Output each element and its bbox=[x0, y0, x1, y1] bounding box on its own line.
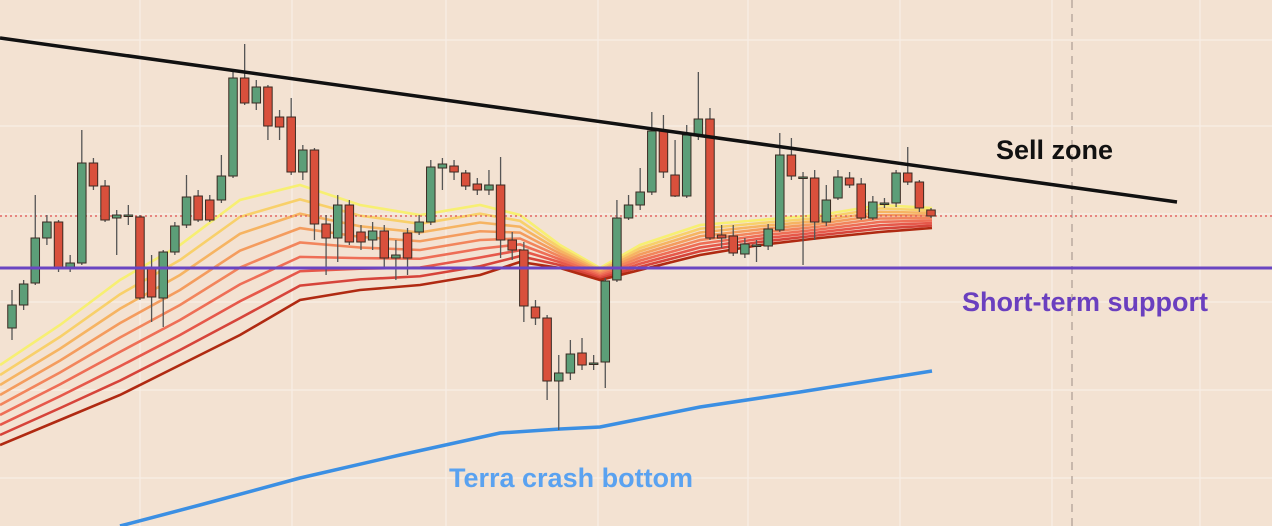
candle-body bbox=[902, 172, 913, 183]
candle-body bbox=[332, 204, 343, 239]
candle-body bbox=[414, 221, 424, 233]
candle-body bbox=[856, 183, 866, 219]
candle-body bbox=[135, 216, 145, 299]
candle-body bbox=[30, 237, 41, 284]
candle-body bbox=[344, 204, 355, 243]
moving-average bbox=[119, 369, 933, 526]
candle-body bbox=[577, 352, 587, 366]
candle-body bbox=[507, 239, 517, 251]
candle-body bbox=[751, 244, 762, 247]
candle-body bbox=[588, 362, 599, 365]
candle-body bbox=[123, 214, 134, 217]
candle-body bbox=[716, 234, 727, 239]
candle-body bbox=[181, 196, 192, 226]
candle-body bbox=[356, 231, 366, 243]
candle-body bbox=[600, 280, 611, 363]
candle-body bbox=[426, 166, 436, 223]
candle-body bbox=[205, 199, 215, 221]
candle-body bbox=[77, 162, 87, 264]
sell-zone-label: Sell zone bbox=[996, 135, 1113, 165]
candle-body bbox=[391, 254, 401, 259]
candle-body bbox=[402, 232, 413, 259]
candle-body bbox=[775, 154, 785, 231]
candle-body bbox=[565, 353, 576, 374]
candle-body bbox=[100, 185, 110, 221]
candle-body bbox=[530, 306, 541, 319]
candle-body bbox=[821, 199, 832, 223]
candle-body bbox=[553, 372, 564, 382]
candle-body bbox=[239, 77, 250, 104]
candle-body bbox=[786, 154, 797, 177]
candle-body bbox=[7, 304, 17, 329]
candle-body bbox=[321, 223, 331, 239]
candle-body bbox=[844, 177, 855, 186]
candle-body bbox=[926, 209, 936, 217]
candle-body bbox=[879, 202, 890, 205]
candle-body bbox=[891, 172, 901, 204]
candle-body bbox=[693, 118, 704, 136]
candle-body bbox=[868, 201, 878, 219]
candle-body bbox=[146, 267, 157, 298]
candle-body bbox=[495, 184, 506, 241]
candle-body bbox=[670, 174, 680, 197]
candle-body bbox=[612, 217, 622, 281]
candle-body bbox=[484, 184, 494, 191]
bottom-label: Terra crash bottom bbox=[449, 463, 693, 493]
candle-body bbox=[309, 149, 320, 225]
candle-body bbox=[379, 230, 390, 259]
candle-body bbox=[460, 172, 471, 187]
candle-body bbox=[286, 116, 296, 173]
candle-body bbox=[367, 230, 378, 241]
candle-body bbox=[88, 162, 99, 187]
candle-body bbox=[18, 283, 29, 306]
candle-body bbox=[681, 134, 692, 197]
candle-body bbox=[437, 163, 448, 169]
candle-body bbox=[111, 214, 122, 219]
candle-body bbox=[170, 225, 180, 253]
candle-body bbox=[193, 195, 203, 221]
candle-body bbox=[658, 130, 669, 173]
candle-body bbox=[274, 116, 285, 128]
candle-body bbox=[449, 165, 459, 173]
candle-body bbox=[542, 317, 552, 382]
candle-body bbox=[705, 118, 715, 239]
candle-body bbox=[798, 176, 808, 179]
trend-line bbox=[0, 36, 1178, 204]
candle-body bbox=[623, 204, 634, 219]
candle-body bbox=[216, 175, 227, 201]
support-label: Short-term support bbox=[962, 287, 1208, 317]
candle-body bbox=[809, 177, 820, 223]
candle-body bbox=[763, 228, 773, 247]
candle-body bbox=[158, 251, 168, 299]
candles bbox=[7, 44, 936, 430]
candle-body bbox=[53, 221, 64, 269]
candle-body bbox=[833, 176, 843, 199]
candle-body bbox=[298, 149, 308, 173]
candle-body bbox=[228, 77, 238, 177]
candle-body bbox=[647, 130, 657, 193]
candle-body bbox=[472, 183, 483, 191]
candle-body bbox=[519, 249, 529, 307]
candle-body bbox=[251, 86, 262, 104]
candle-body bbox=[42, 221, 52, 239]
candle-body bbox=[740, 243, 750, 255]
candle-body bbox=[914, 181, 925, 209]
candle-body bbox=[635, 191, 645, 206]
candle-body bbox=[263, 86, 273, 127]
candle-body bbox=[728, 235, 738, 254]
